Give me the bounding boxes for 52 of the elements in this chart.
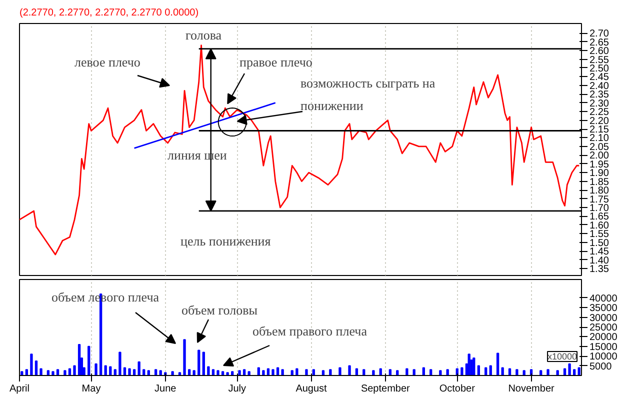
text: (2.2770, 2.2770, 2.2770, 2.2770 0.0000): [20, 8, 199, 18]
annotation: голова: [186, 28, 222, 42]
y-tick-label: 2.30: [590, 98, 610, 110]
y-tick-label: 2.20: [590, 116, 610, 127]
y-tick-label: 35000: [590, 303, 618, 314]
y-tick-label: 15000: [590, 342, 618, 353]
x-tick-label: August: [296, 384, 328, 394]
y-tick-label: 20000: [590, 332, 618, 344]
annotation: объем головы: [182, 302, 258, 318]
annotation: левое плечо: [74, 54, 140, 70]
line-series: [20, 44, 580, 256]
y-tick-label: 1.80: [590, 186, 610, 197]
y-tick-label: 2.40: [590, 80, 610, 92]
x-tick-label: June: [154, 384, 177, 394]
x-tick-label: November: [508, 384, 556, 394]
annotation: правое плечо: [240, 54, 312, 70]
y-tick-label: 2.10: [590, 133, 610, 144]
y-tick-label: 40000: [590, 293, 618, 304]
y-tick-label: 1.50: [590, 238, 610, 249]
x-tick-label: July: [228, 384, 246, 394]
x-tick-label: October: [439, 384, 476, 394]
y-tick-label: 2.45: [590, 72, 610, 84]
y-tick-label: 2.25: [590, 107, 610, 118]
y-tick-label: 1.40: [590, 255, 610, 266]
y-tick-label: 10000: [590, 352, 618, 363]
y-tick-label: 2.60: [590, 46, 610, 58]
y-tick-label: 1.85: [590, 176, 610, 188]
y-tick-label: 30000: [590, 312, 618, 324]
y-tick-label: 1.60: [590, 220, 610, 232]
annotation: цель понижения: [180, 234, 271, 248]
y-tick-label: 2.05: [590, 142, 610, 153]
y-tick-label: 1.90: [590, 168, 610, 180]
y-tick-label: 2.00: [590, 150, 610, 162]
x-tick-label: April: [10, 384, 30, 394]
x-tick-label: May: [82, 384, 101, 394]
y-tick-label: 2.55: [590, 54, 610, 66]
y-tick-label: 2.70: [590, 28, 610, 40]
y-tick-label: 1.65: [590, 212, 610, 223]
y-tick-label: 2.35: [590, 90, 610, 101]
annotation: возможность сыграть на понижении: [300, 76, 436, 113]
y-tick-label: 1.45: [590, 246, 610, 258]
y-tick-label: 1.70: [590, 202, 610, 214]
y-tick-label: 1.95: [590, 159, 610, 170]
y-tick-label: 1.75: [590, 194, 610, 206]
y-tick-label: 1.55: [590, 229, 610, 240]
y-tick-label: 25000: [590, 322, 618, 334]
y-tick-label: 2.50: [590, 63, 610, 74]
annotation: объем правого плеча: [252, 324, 368, 338]
y-tick-label: 5000: [590, 361, 612, 372]
y-tick-label: 1.35: [590, 264, 610, 276]
x-tick-label: September: [360, 384, 411, 394]
y-tick-label: 2.65: [590, 37, 610, 48]
